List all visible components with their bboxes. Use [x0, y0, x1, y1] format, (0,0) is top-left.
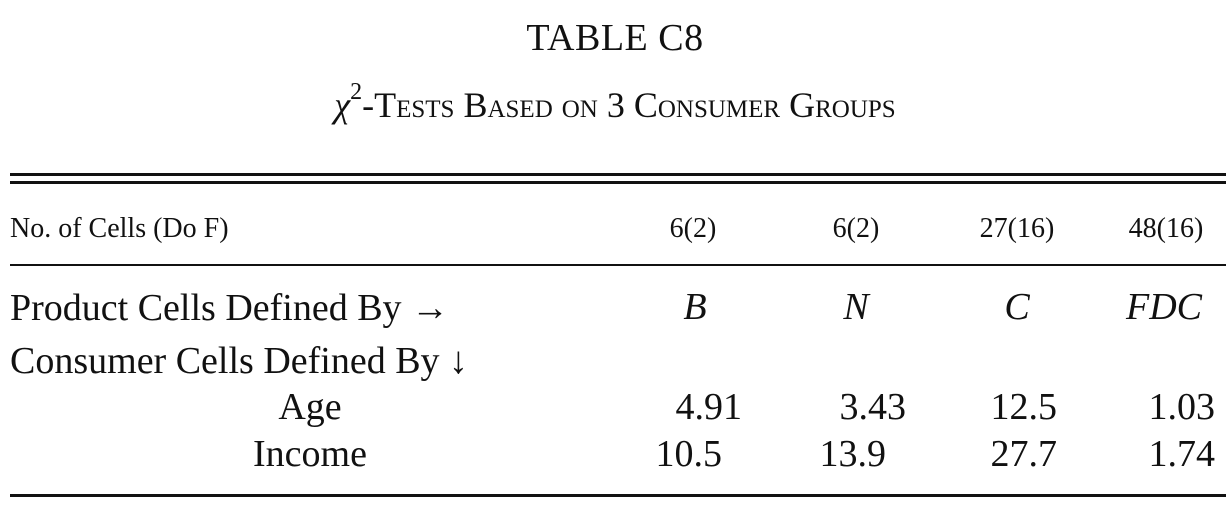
value-age-fdc: 1.03: [1148, 386, 1216, 428]
table-title: TABLE C8: [526, 17, 704, 59]
product-code-fdc: FDC: [1126, 286, 1202, 328]
top-rule-outer: [10, 173, 1226, 176]
product-code-c: C: [1004, 286, 1030, 328]
consumer-row-label: Consumer Cells Defined By ↓: [10, 340, 469, 382]
value-income-c: 27.7: [990, 433, 1058, 475]
header-cells-b: 6(2): [669, 213, 717, 244]
header-cells-c: 27(16): [979, 213, 1055, 244]
header-cells-n: 6(2): [832, 213, 880, 244]
product-row-label: Product Cells Defined By →: [10, 287, 450, 329]
value-income-fdc: 1.74: [1148, 433, 1216, 475]
row-label-income: Income: [253, 433, 367, 475]
top-rule-inner: [10, 181, 1226, 184]
value-age-b: 4.91: [675, 386, 743, 428]
table-subtitle: χ2-Tests Based on 3 Consumer Groups: [0, 79, 1230, 128]
value-age-n: 3.43: [839, 386, 907, 428]
product-code-b: B: [683, 286, 707, 328]
value-income-b: 10.5: [655, 433, 723, 475]
chi-symbol: χ: [334, 85, 351, 125]
row-label-age: Age: [278, 386, 342, 428]
subtitle-text: -Tests Based on 3 Consumer Groups: [362, 85, 896, 125]
header-cells-fdc: 48(16): [1128, 213, 1204, 244]
value-income-n: 13.9: [819, 433, 887, 475]
header-rule: [10, 264, 1226, 266]
product-code-n: N: [843, 286, 869, 328]
bottom-rule: [10, 494, 1226, 497]
chi-superscript: 2: [350, 79, 363, 105]
value-age-c: 12.5: [990, 386, 1058, 428]
header-label: No. of Cells (Do F): [10, 213, 229, 244]
